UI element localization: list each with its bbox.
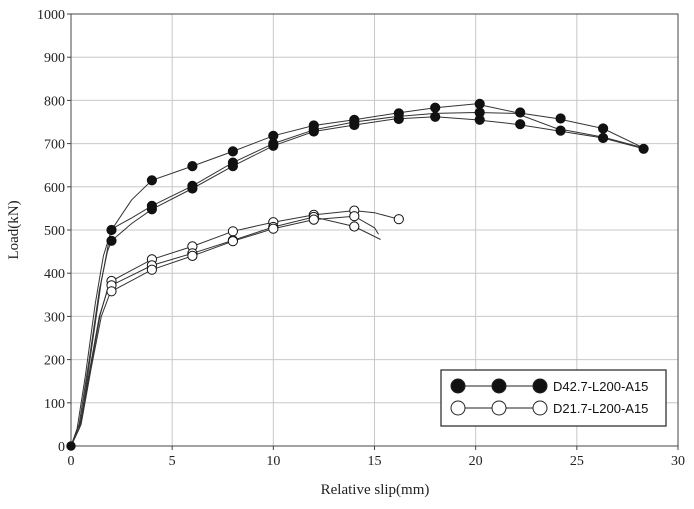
series-lines xyxy=(70,103,644,447)
legend-items: D42.7-L200-A15 D21.7-L200-A15 xyxy=(450,378,648,416)
series-1-marker xyxy=(308,126,319,137)
series-1-marker xyxy=(430,111,441,122)
series-1-marker xyxy=(106,224,117,236)
x-axis-title: Relative slip(mm) xyxy=(321,482,430,498)
series-1-marker xyxy=(474,98,485,110)
x-axis: 0 5 10 15 20 25 30 xyxy=(68,446,685,469)
y-axis-title: Load(kN) xyxy=(6,200,22,259)
series-1-marker xyxy=(515,119,526,130)
legend-box xyxy=(440,369,667,427)
series-2-marker xyxy=(268,223,279,234)
x-tick-label: 20 xyxy=(469,454,483,469)
y-tick-label: 0 xyxy=(58,440,65,455)
y-tick-label: 200 xyxy=(44,354,65,369)
series-1-marker xyxy=(598,132,609,144)
series-1-marker xyxy=(106,235,117,246)
y-tick-label: 600 xyxy=(44,181,65,196)
y-tick-label: 400 xyxy=(44,267,65,282)
origin-marker xyxy=(66,441,76,451)
series-2-marker xyxy=(146,264,157,275)
x-tick-label: 10 xyxy=(266,454,280,469)
series-1-marker xyxy=(227,146,238,157)
legend-marker-1 xyxy=(491,378,507,394)
series-2-line xyxy=(70,216,381,447)
y-tick-label: 1000 xyxy=(37,8,65,23)
x-tick-label: 0 xyxy=(68,454,75,469)
legend-marker-2 xyxy=(450,400,466,416)
series-2-line xyxy=(70,210,399,447)
series-2-line xyxy=(70,215,379,447)
series-2-marker xyxy=(393,214,404,225)
series-1-marker xyxy=(146,175,157,186)
y-tick-label: 800 xyxy=(44,94,65,109)
series-1-marker xyxy=(393,113,404,125)
series-1-marker xyxy=(430,102,441,113)
series-1-line xyxy=(70,103,644,447)
series-1-marker xyxy=(474,114,485,125)
y-tick-label: 900 xyxy=(44,51,65,66)
series-1-marker xyxy=(146,204,157,215)
y-tick-label: 700 xyxy=(44,138,65,153)
series-1-marker xyxy=(187,161,198,172)
series-1-marker xyxy=(515,107,526,118)
series-1-marker xyxy=(555,125,566,136)
series-1-marker xyxy=(555,113,566,124)
x-tick-label: 30 xyxy=(671,454,685,469)
series-1-line xyxy=(70,111,644,447)
series-markers xyxy=(66,98,649,451)
series-2-marker xyxy=(187,250,198,261)
series-2-marker xyxy=(227,226,238,237)
legend-marker-1 xyxy=(532,378,548,394)
legend-marker-1 xyxy=(450,378,466,394)
x-tick-label: 15 xyxy=(368,454,382,469)
legend-marker-2 xyxy=(491,400,507,416)
y-tick-label: 300 xyxy=(44,310,65,325)
y-axis: 0 100 200 300 400 500 600 700 800 900 1000 xyxy=(37,8,71,455)
series-1-marker xyxy=(349,119,360,131)
x-tick-label: 25 xyxy=(570,454,584,469)
series-2-marker xyxy=(227,236,238,247)
legend-label-1: D42.7-L200-A15 xyxy=(553,379,648,394)
legend-marker-2 xyxy=(532,400,548,416)
series-1-marker xyxy=(227,161,238,172)
series-1-marker xyxy=(187,183,198,194)
x-tick-label: 5 xyxy=(169,454,176,469)
series-2-marker xyxy=(349,211,360,222)
series-1-marker xyxy=(268,140,279,151)
series-1-marker xyxy=(638,143,649,154)
y-tick-label: 100 xyxy=(44,397,65,412)
y-tick-label: 500 xyxy=(44,224,65,239)
series-2-marker xyxy=(349,221,360,232)
series-1-marker xyxy=(598,123,609,134)
legend-label-2: D21.7-L200-A15 xyxy=(553,401,648,416)
legend: D42.7-L200-A15 D21.7-L200-A15 xyxy=(440,369,667,427)
series-2-marker xyxy=(106,286,117,297)
series-2-marker xyxy=(308,214,319,225)
